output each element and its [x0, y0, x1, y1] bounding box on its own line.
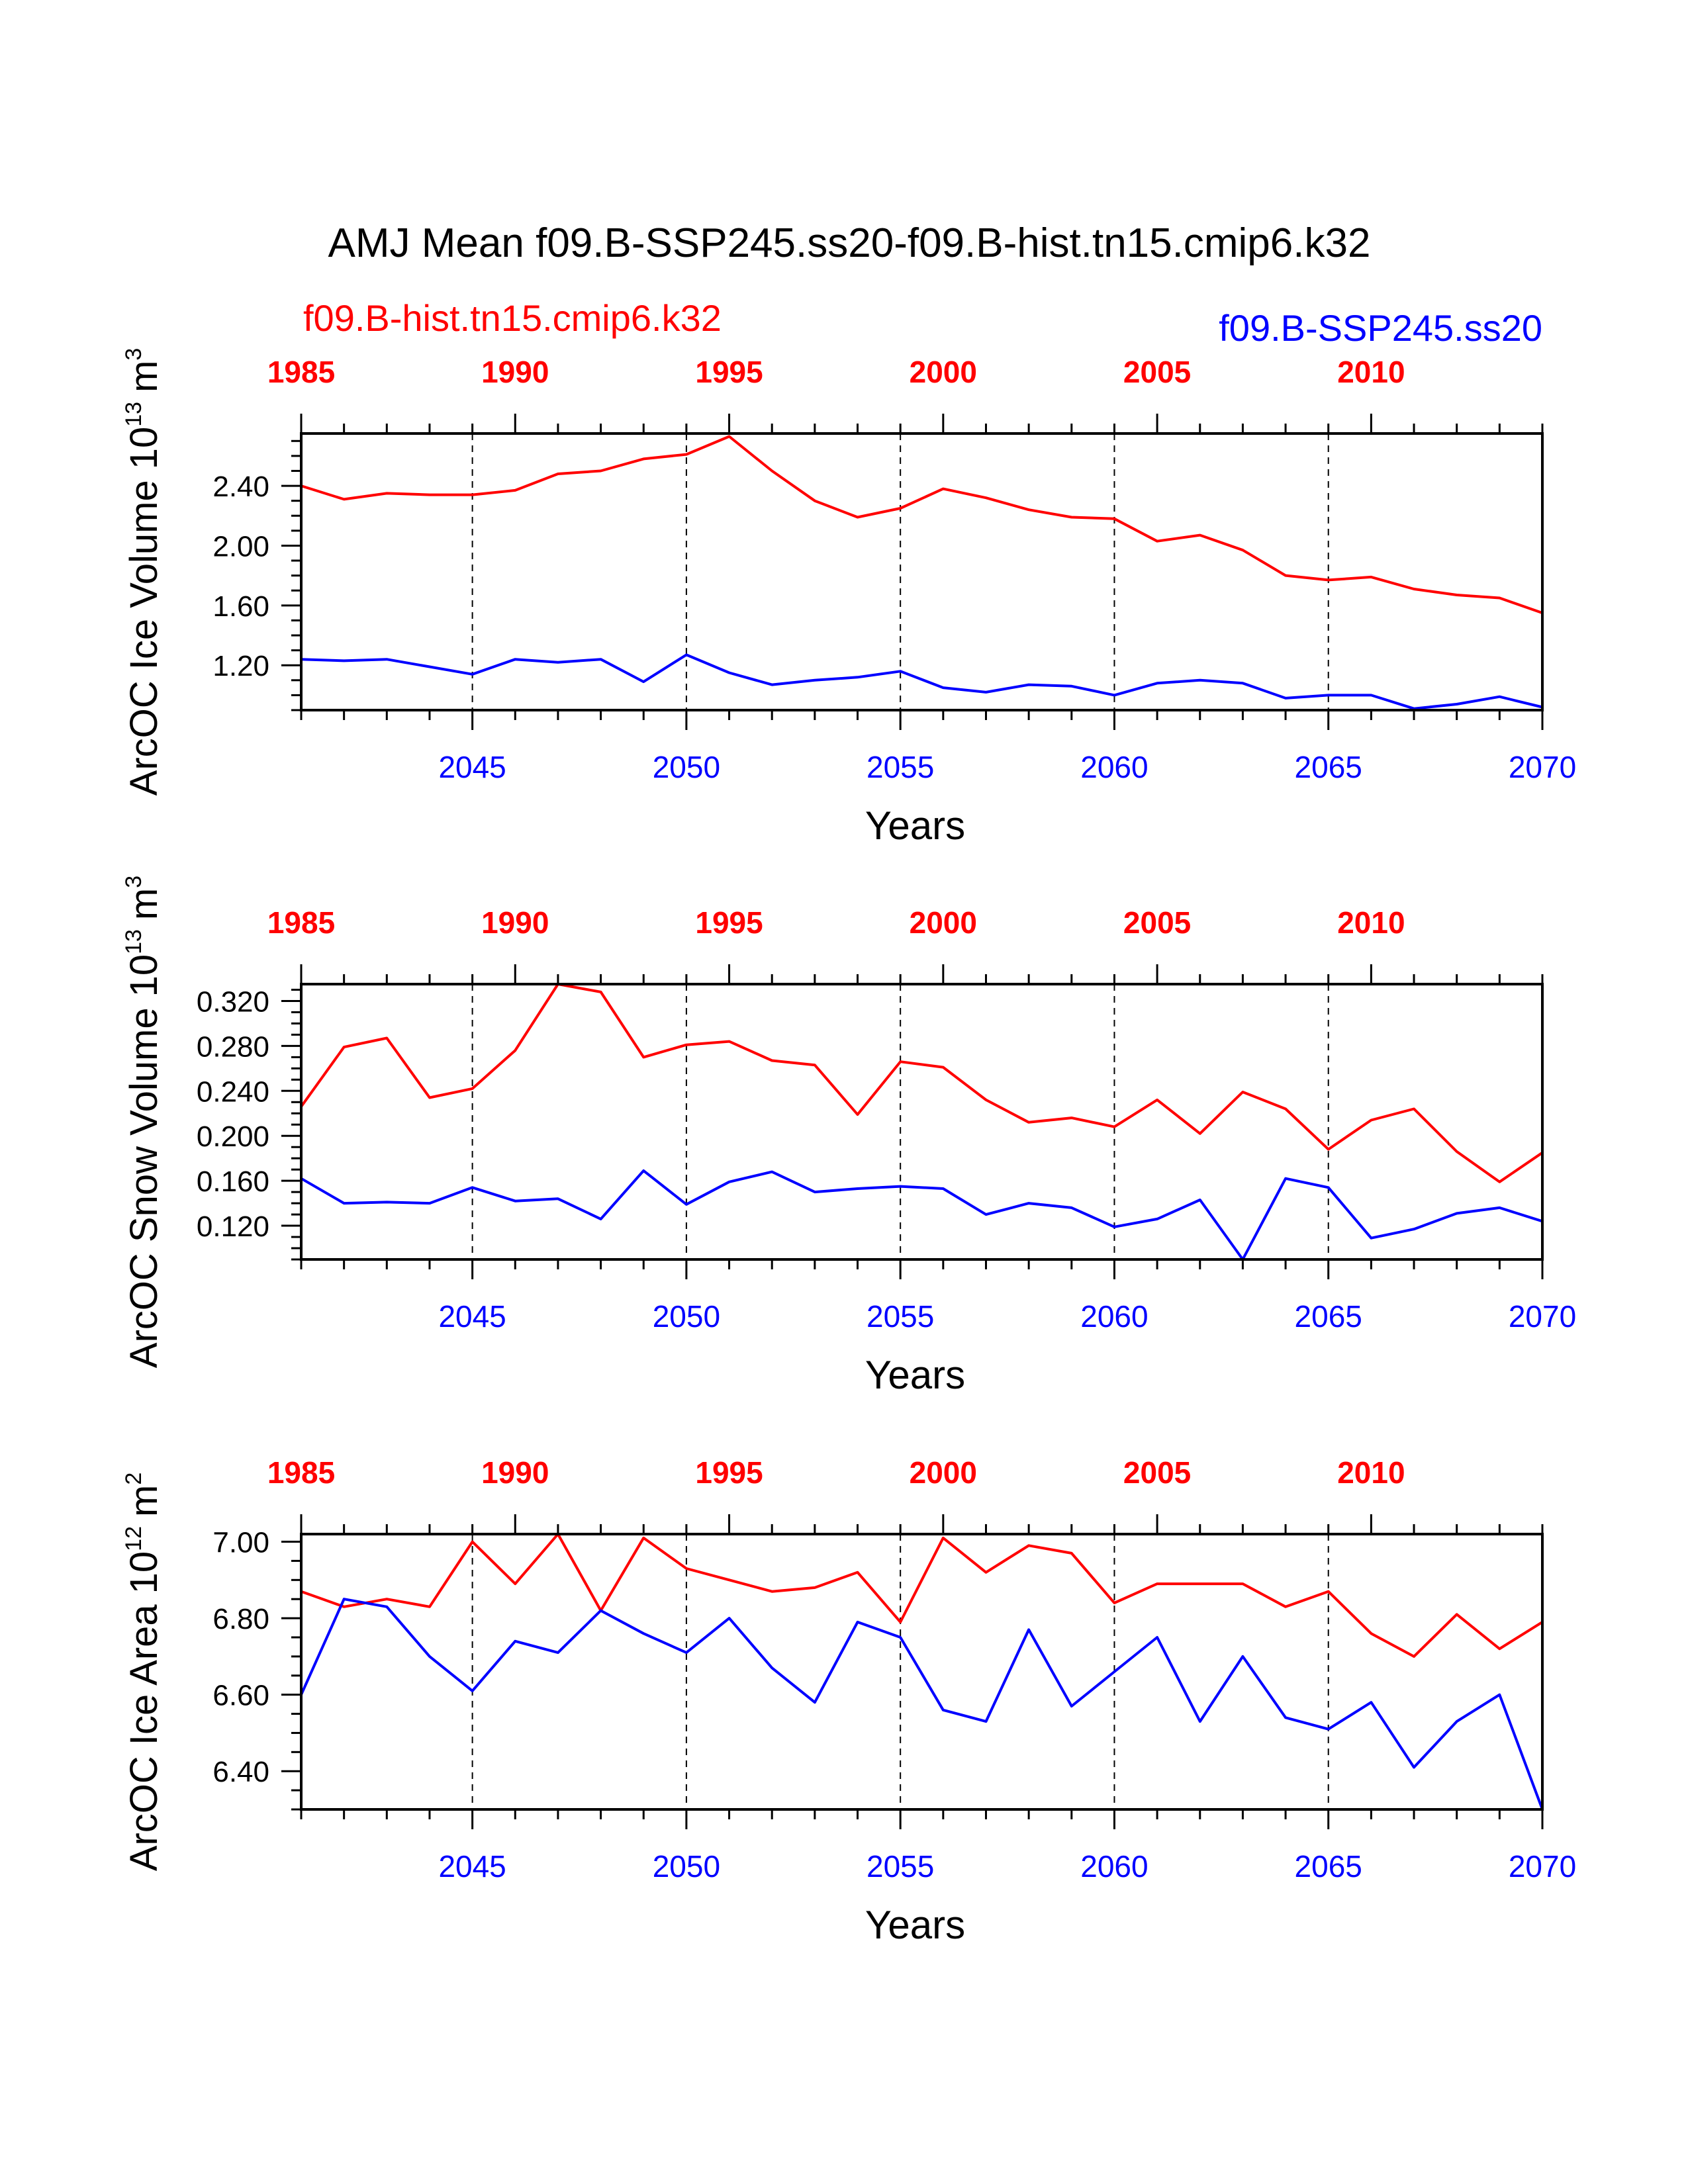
x-tick-label-top: 1985 — [267, 355, 335, 389]
x-tick-label-top: 1995 — [695, 355, 763, 389]
panels-group: 2045 2050 2055 2060 2065 2070 1985 1990 1995 2000… — [121, 348, 1576, 1947]
y-tick-label: 7.00 — [212, 1527, 269, 1559]
y-tick-label: 0.160 — [197, 1165, 269, 1198]
legend-hist-label: f09.B-hist.tn15.cmip6.k32 — [303, 297, 722, 339]
x-tick-label-bottom: 2045 — [438, 1849, 506, 1884]
series-line-hist — [300, 983, 1544, 1183]
x-tick-label-top: 2010 — [1337, 1455, 1405, 1490]
x-tick-label-top: 2000 — [910, 905, 977, 940]
x-tick-label-top: 1990 — [481, 905, 549, 940]
y-axis-unit-suffix-exponent: 3 — [121, 876, 146, 888]
x-tick-label-bottom: 2050 — [653, 750, 720, 784]
x-tick-label-bottom: 2050 — [653, 1299, 720, 1334]
chart-panel-1: 2045 2050 2055 2060 2065 2070 1985 1990 1995 2000… — [121, 348, 1576, 848]
y-axis-unit-exponent: 12 — [121, 1526, 146, 1551]
x-tick-label-bottom: 2055 — [867, 1299, 934, 1334]
legend-ssp-label: f09.B-SSP245.ss20 — [1219, 307, 1542, 349]
series-line-hist — [301, 435, 1543, 614]
x-tick-label-top: 2000 — [910, 1455, 977, 1490]
y-axis-label: ArcOC Snow Volume — [122, 1007, 165, 1368]
x-tick-label-top: 1990 — [481, 355, 549, 389]
x-tick-label-top: 2005 — [1123, 905, 1191, 940]
y-axis-unit-exponent: 13 — [121, 402, 146, 427]
y-tick-label: 2.40 — [212, 471, 269, 503]
plot-frame — [300, 983, 1544, 1261]
x-tick-label-bottom: 2055 — [867, 1849, 934, 1884]
series-line-hist — [301, 1533, 1544, 1658]
x-tick-label-top: 1995 — [695, 905, 763, 940]
x-tick-label-bottom: 2060 — [1080, 1299, 1148, 1334]
chart-panel-2: 2045 2050 2055 2060 2065 2070 1985 1990 1995 2000… — [121, 876, 1576, 1397]
chart-panel-3: 2045 2050 2055 2060 2065 2070 1985 1990 1995 2000… — [121, 1455, 1576, 1947]
y-axis-title: ArcOC Snow Volume 1013 m3 — [121, 876, 165, 1368]
x-tick-label-top: 2005 — [1123, 1455, 1191, 1490]
y-axis-label: ArcOC Ice Area — [122, 1604, 165, 1872]
x-tick-label-bottom: 2045 — [438, 1299, 506, 1334]
x-tick-label-bottom: 2065 — [1295, 750, 1362, 784]
y-axis-unit-suffix: m — [122, 888, 165, 920]
x-tick-label-bottom: 2055 — [867, 750, 934, 784]
x-tick-label-top: 1995 — [695, 1455, 763, 1490]
x-tick-label-bottom: 2070 — [1509, 1849, 1576, 1884]
y-axis-unit-suffix: m — [122, 1485, 165, 1517]
y-tick-label: 6.60 — [212, 1680, 269, 1712]
y-tick-label: 1.60 — [212, 590, 269, 623]
y-axis-unit-base: 10 — [122, 427, 165, 470]
y-tick-label: 0.280 — [197, 1030, 269, 1063]
x-axis-title: Years — [865, 1353, 965, 1397]
figure-title: AMJ Mean f09.B-SSP245.ss20-f09.B-hist.tn… — [328, 220, 1371, 266]
plot-frame — [300, 1533, 1544, 1811]
x-tick-label-top: 2000 — [910, 355, 977, 389]
y-tick-label: 0.200 — [197, 1120, 269, 1153]
y-axis-title: ArcOC Ice Volume 1013 m3 — [121, 348, 165, 796]
y-tick-label: 1.20 — [212, 650, 269, 682]
y-axis-unit-suffix-exponent: 3 — [121, 348, 146, 361]
y-axis-title: ArcOC Ice Area 1012 m2 — [121, 1473, 165, 1872]
y-tick-label: 0.320 — [197, 985, 269, 1018]
x-tick-label-bottom: 2065 — [1295, 1849, 1362, 1884]
series-line-ssp — [301, 653, 1543, 710]
y-tick-label: 0.120 — [197, 1210, 269, 1243]
y-tick-label: 6.40 — [212, 1756, 269, 1788]
x-tick-label-bottom: 2060 — [1080, 750, 1148, 784]
y-axis-label: ArcOC Ice Volume — [122, 480, 165, 796]
x-tick-label-top: 2010 — [1337, 355, 1405, 389]
series-line-ssp — [300, 1598, 1544, 1810]
series-line-ssp — [300, 1169, 1543, 1261]
x-axis-title: Years — [865, 803, 965, 848]
x-tick-label-bottom: 2060 — [1080, 1849, 1148, 1884]
y-axis-unit-exponent: 13 — [121, 929, 146, 954]
x-tick-label-bottom: 2070 — [1509, 1299, 1576, 1334]
x-tick-label-top: 1985 — [267, 905, 335, 940]
y-axis-unit-base: 10 — [122, 954, 165, 997]
y-tick-label: 0.240 — [197, 1075, 269, 1108]
x-tick-label-bottom: 2050 — [653, 1849, 720, 1884]
y-tick-label: 6.80 — [212, 1603, 269, 1635]
y-axis-unit-suffix: m — [122, 361, 165, 392]
x-tick-label-top: 1990 — [481, 1455, 549, 1490]
x-tick-label-top: 2005 — [1123, 355, 1191, 389]
x-axis-title: Years — [865, 1903, 965, 1947]
plot-frame — [300, 432, 1544, 711]
x-tick-label-top: 1985 — [267, 1455, 335, 1490]
y-axis-unit-suffix-exponent: 2 — [121, 1473, 146, 1485]
x-tick-label-bottom: 2065 — [1295, 1299, 1362, 1334]
x-tick-label-bottom: 2045 — [438, 750, 506, 784]
y-axis-unit-base: 10 — [122, 1551, 165, 1594]
y-tick-label: 2.00 — [212, 530, 269, 563]
x-tick-label-bottom: 2070 — [1509, 750, 1576, 784]
x-tick-label-top: 2010 — [1337, 905, 1405, 940]
